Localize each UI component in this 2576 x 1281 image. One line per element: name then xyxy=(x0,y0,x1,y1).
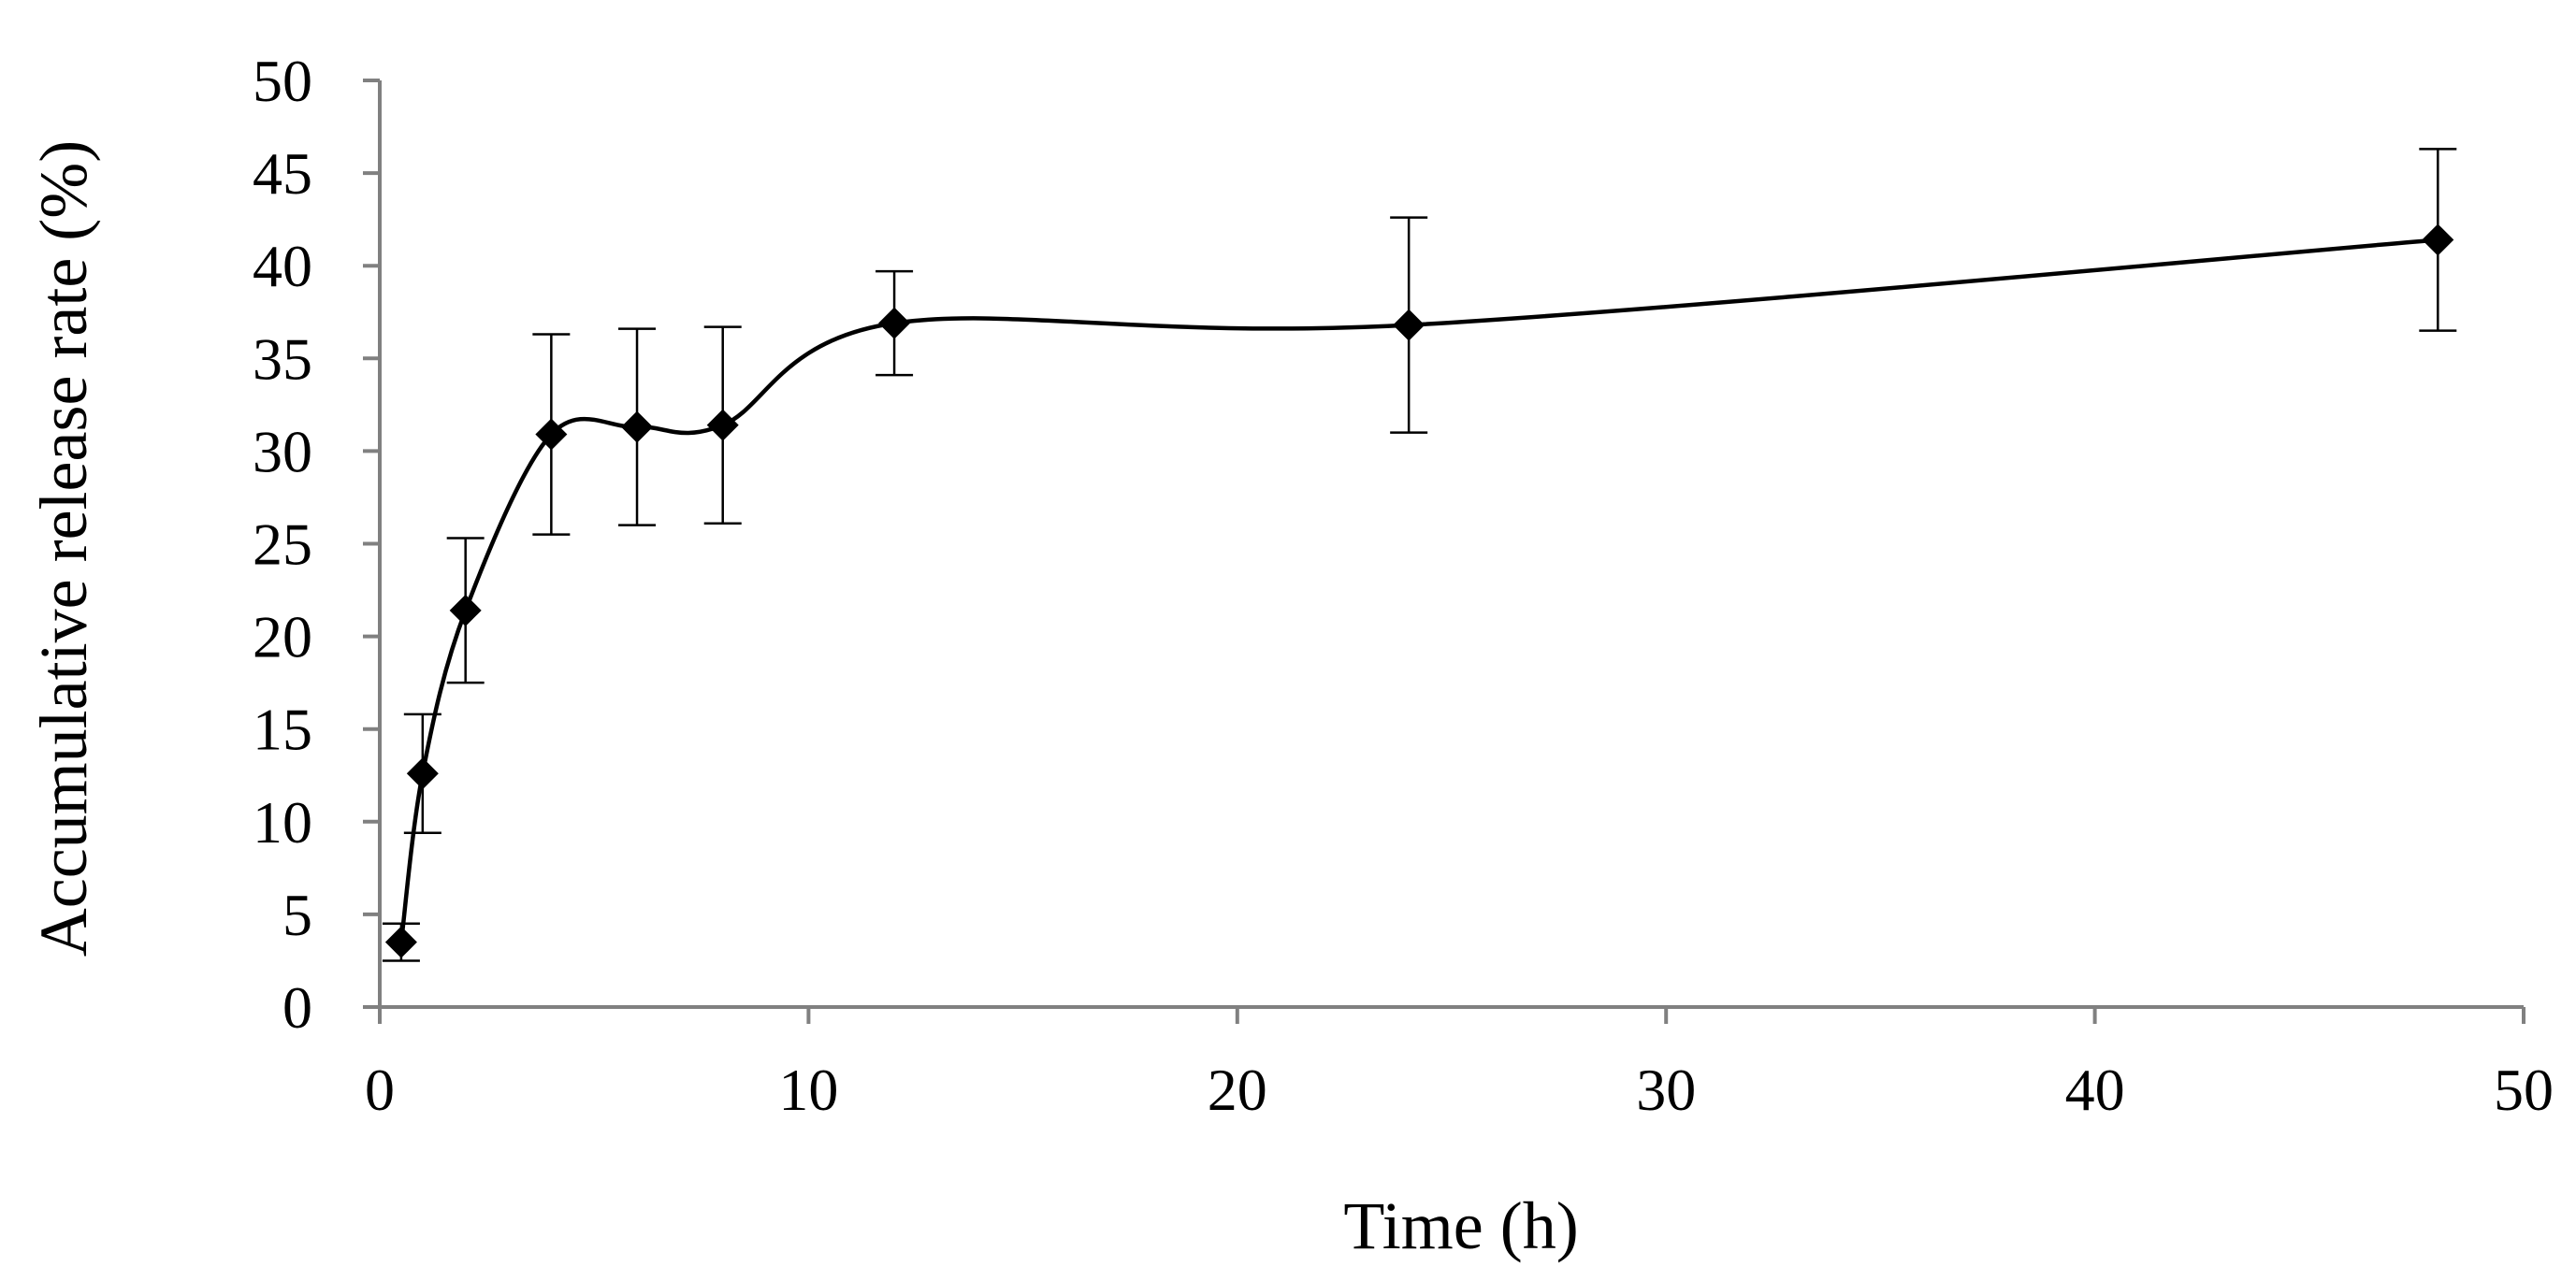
data-point-marker xyxy=(621,410,654,443)
x-tick-label: 20 xyxy=(1208,1057,1267,1123)
data-point-marker xyxy=(878,307,911,339)
data-point-marker xyxy=(384,926,417,958)
data-point-marker xyxy=(1393,309,1425,341)
x-tick-label: 30 xyxy=(1636,1057,1696,1123)
y-tick-label: 10 xyxy=(253,789,312,856)
data-point-marker xyxy=(535,418,568,451)
data-point-marker xyxy=(406,757,439,790)
x-axis-title: Time (h) xyxy=(1343,1188,1578,1263)
y-tick-label: 35 xyxy=(253,325,312,392)
x-tick-label: 10 xyxy=(778,1057,838,1123)
y-axis-title: Accumulative release rate (%) xyxy=(26,140,101,957)
series xyxy=(382,148,2457,962)
y-tick-label: 45 xyxy=(253,140,312,207)
y-tick-label: 50 xyxy=(253,48,312,114)
y-tick-label: 0 xyxy=(282,974,312,1041)
y-tick-label: 40 xyxy=(253,233,312,299)
y-tick-label: 15 xyxy=(253,697,312,763)
series-line xyxy=(398,237,2439,943)
data-point-marker xyxy=(706,409,739,441)
x-tick-label: 0 xyxy=(365,1057,395,1123)
axis-ticks: 0 5 10 15 20 25 30 35 40 45 50 0 10 20 30 40 50 xyxy=(253,48,2554,1123)
y-tick-label: 30 xyxy=(253,418,312,484)
y-tick-label: 5 xyxy=(282,882,312,948)
y-tick-label: 20 xyxy=(253,604,312,670)
x-tick-label: 40 xyxy=(2065,1057,2125,1123)
x-tick-label: 50 xyxy=(2494,1057,2554,1123)
y-tick-label: 25 xyxy=(253,511,312,578)
data-point-marker xyxy=(449,594,482,626)
data-point-marker xyxy=(2422,223,2454,256)
